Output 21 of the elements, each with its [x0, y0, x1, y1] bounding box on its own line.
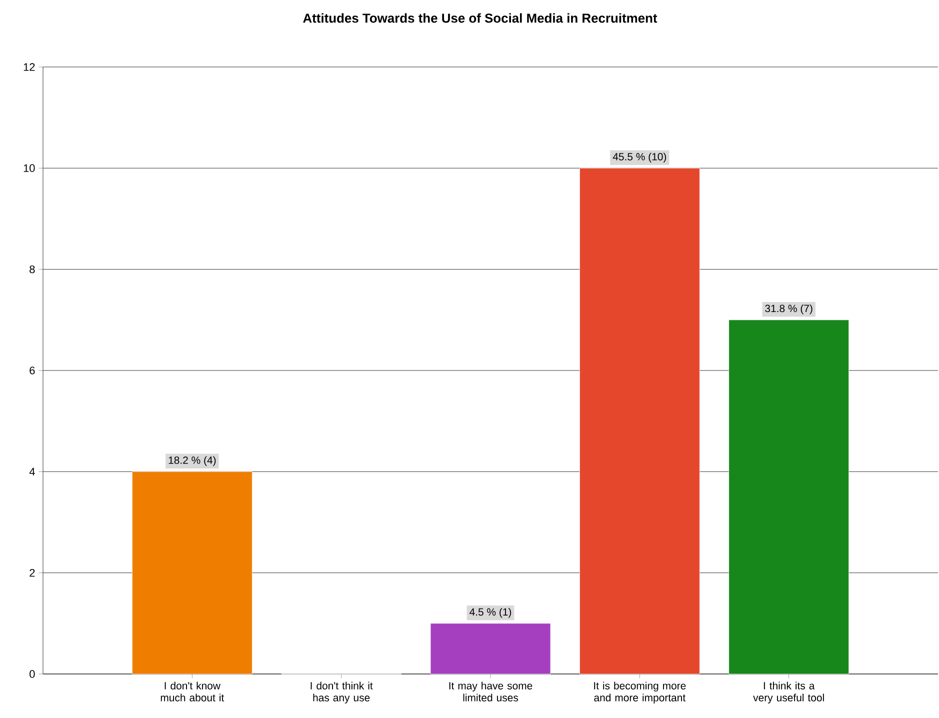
- chart-title: Attitudes Towards the Use of Social Media in Recruitment: [303, 13, 658, 23]
- y-tick-label: 12: [24, 63, 35, 71]
- data-label: 18.2 % (4): [168, 456, 216, 466]
- y-tick-label: 8: [30, 265, 35, 274]
- data-label: 45.5 % (10): [612, 152, 666, 162]
- y-tick-label: 2: [30, 569, 35, 577]
- x-tick-label: I don't think it has any use: [310, 682, 373, 704]
- y-tick-label: 0: [30, 670, 35, 678]
- x-tick-label: I think its a very useful tool: [753, 682, 824, 704]
- bar: [728, 320, 850, 674]
- bar: [132, 471, 252, 674]
- x-tick-label: It is becoming more and more important: [594, 682, 686, 704]
- x-tick-label: It may have some limited uses: [449, 682, 532, 702]
- data-label: 4.5 % (1): [470, 608, 512, 618]
- y-tick-label: 4: [29, 468, 35, 476]
- y-tick-label: 10: [24, 164, 35, 172]
- bar: [430, 623, 551, 674]
- bar: [579, 168, 700, 674]
- x-tick-label: I don't know much about it: [160, 682, 224, 702]
- y-tick-label: 6: [30, 366, 35, 374]
- data-label: 31.8 % (7): [765, 304, 812, 314]
